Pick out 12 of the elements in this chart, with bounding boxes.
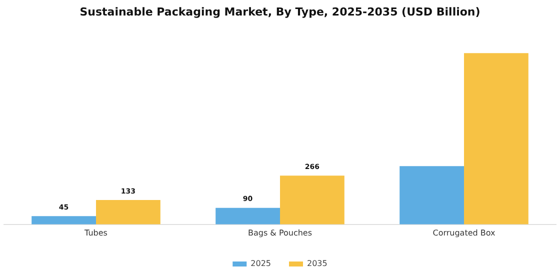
bar xyxy=(216,208,280,224)
x-tick-label: Tubes xyxy=(84,228,108,238)
bar xyxy=(464,53,528,224)
legend-label: 2035 xyxy=(307,259,328,268)
bar xyxy=(32,216,96,224)
bar xyxy=(96,200,160,224)
legend-label: 2025 xyxy=(250,259,271,268)
bar xyxy=(280,176,344,224)
chart-title: Sustainable Packaging Market, By Type, 2025-2035 (USD Billion) xyxy=(80,5,480,18)
x-tick-label: Bags & Pouches xyxy=(248,228,312,238)
x-tick-label: Corrugated Box xyxy=(432,228,496,238)
bar xyxy=(400,166,464,224)
